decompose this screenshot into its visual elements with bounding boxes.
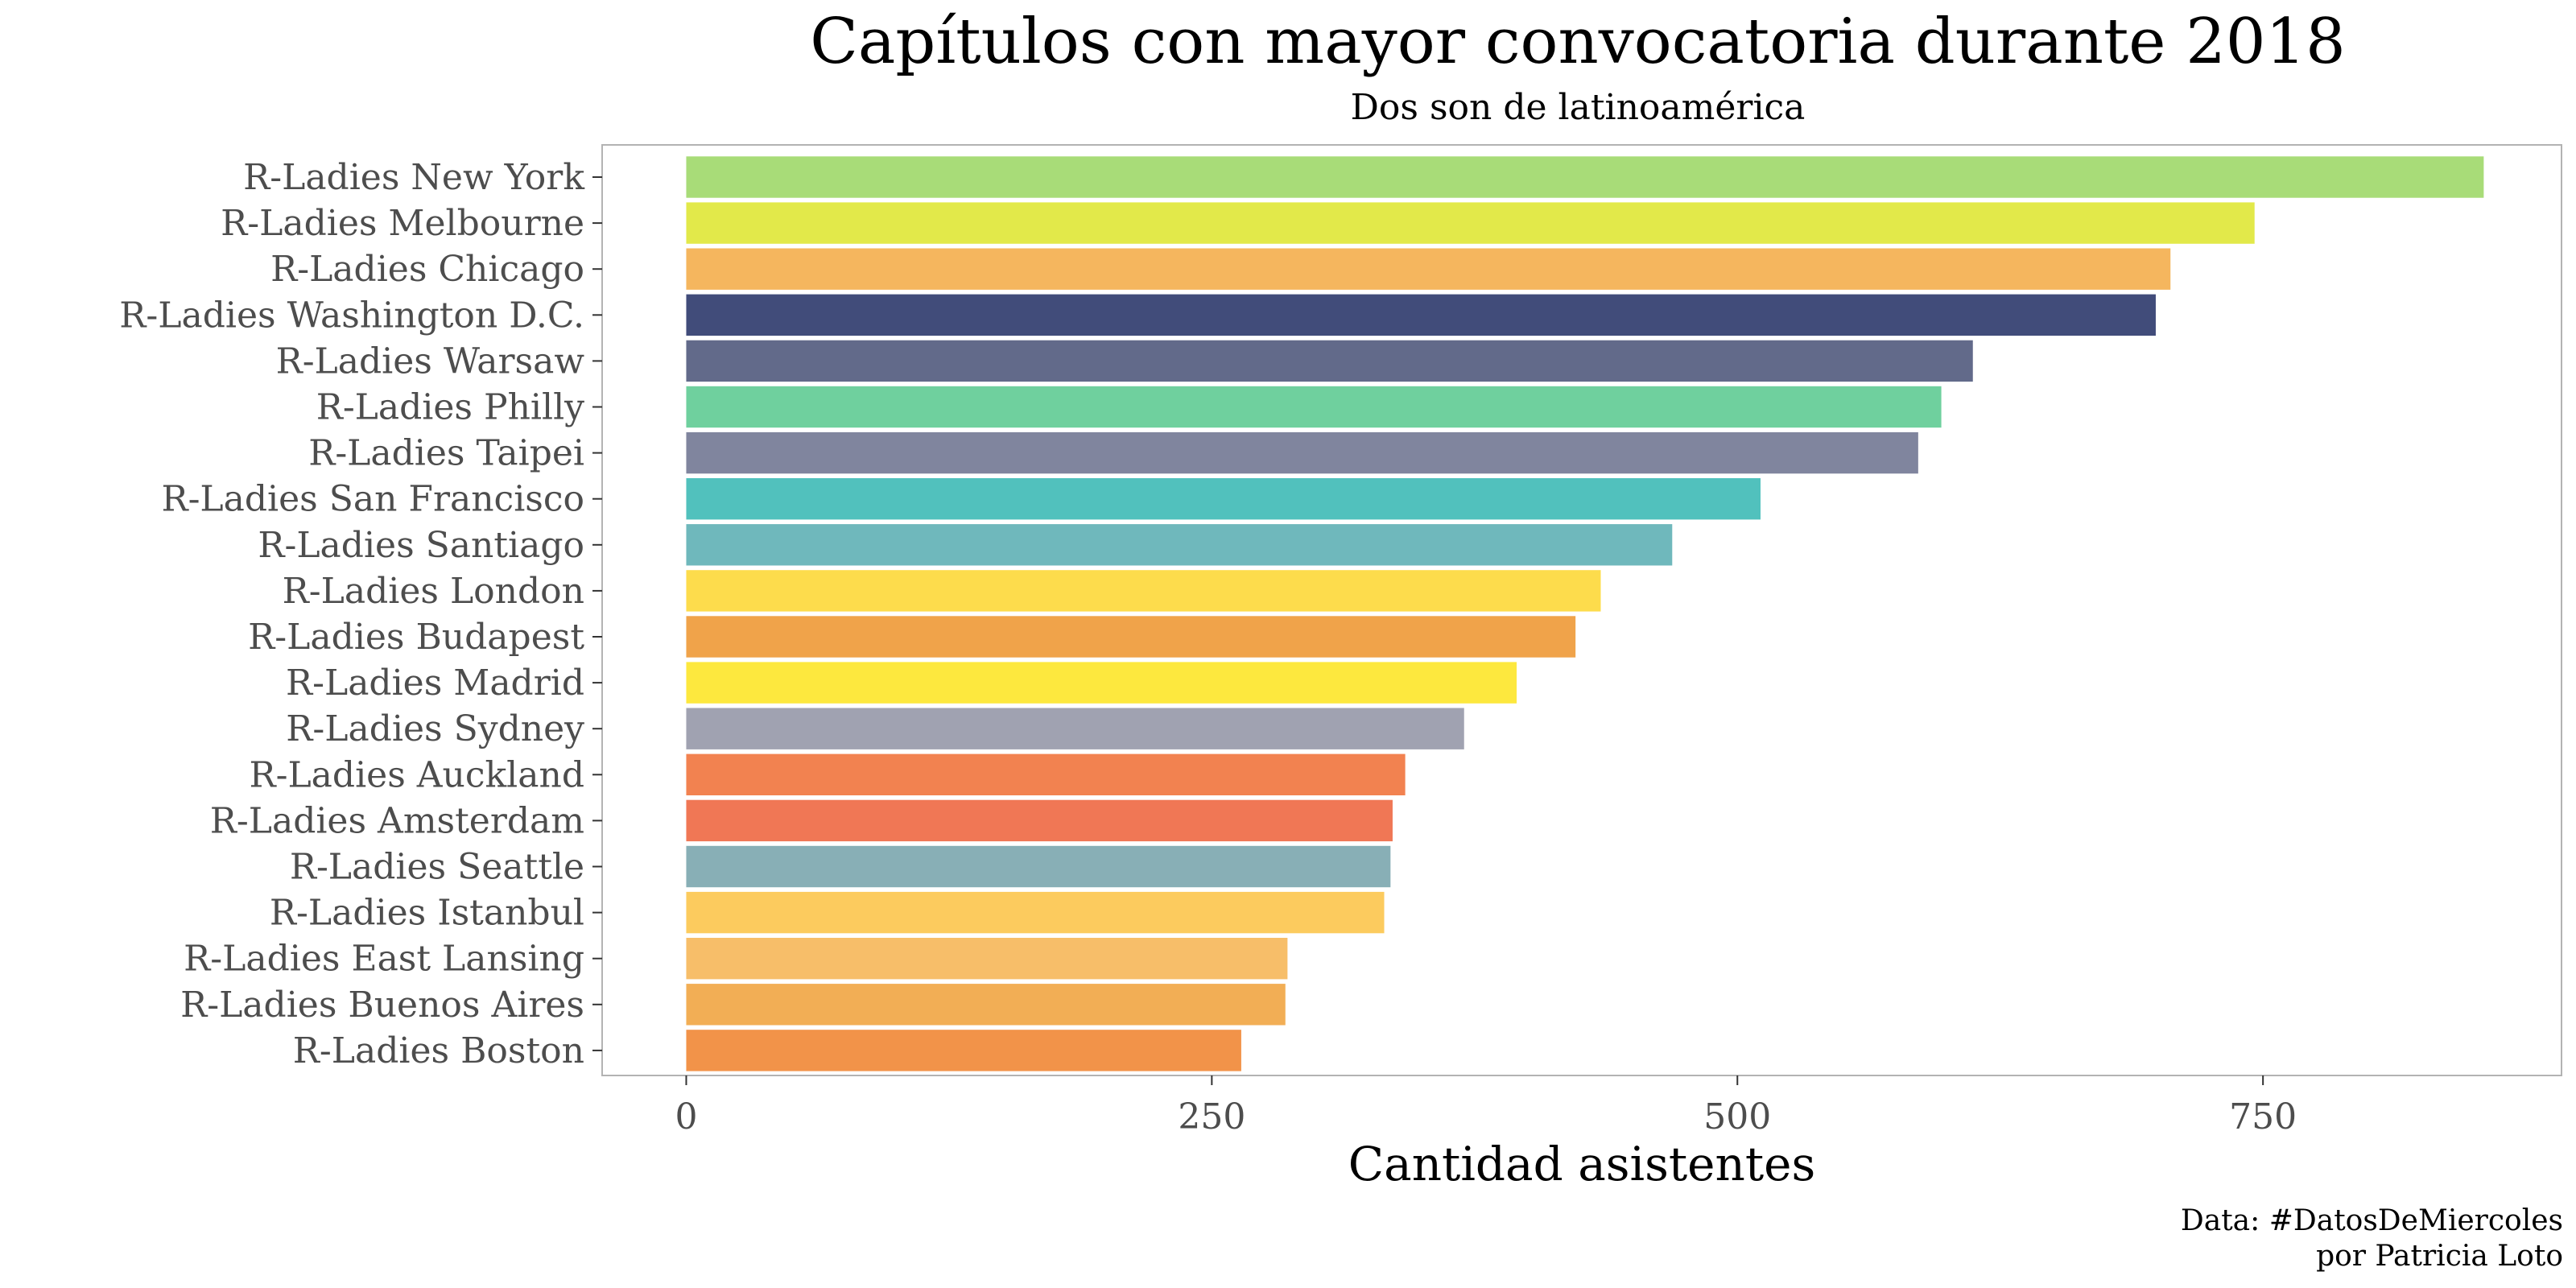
bar-r-ladies-london <box>686 570 1601 612</box>
bar-r-ladies-auckland <box>686 753 1406 795</box>
category-label: R-Ladies Washington D.C. <box>119 295 584 336</box>
bar-r-ladies-madrid <box>686 662 1517 704</box>
bar-r-ladies-chicago <box>686 248 2171 290</box>
bar-r-ladies-new-york <box>686 156 2484 198</box>
bar-r-ladies-istanbul <box>686 891 1385 934</box>
category-label: R-Ladies Budapest <box>248 617 584 658</box>
category-label: R-Ladies Amsterdam <box>210 800 584 841</box>
category-label: R-Ladies Seattle <box>290 847 584 888</box>
bar-r-ladies-seattle <box>686 845 1391 888</box>
category-label: R-Ladies Philly <box>316 387 584 428</box>
bar-r-ladies-boston <box>686 1030 1241 1071</box>
x-tick-label: 750 <box>2229 1096 2297 1137</box>
category-label: R-Ladies East Lansing <box>184 939 584 980</box>
category-label: R-Ladies New York <box>243 157 584 198</box>
category-label: R-Ladies Chicago <box>270 249 584 290</box>
caption-source: Data: #DatosDeMiercoles <box>2181 1204 2563 1237</box>
bar-r-ladies-san-francisco <box>686 478 1761 520</box>
bar-r-ladies-taipei <box>686 431 1918 474</box>
bars-group <box>686 156 2484 1071</box>
bar-r-ladies-sydney <box>686 708 1464 749</box>
category-label: R-Ladies Taipei <box>308 433 584 474</box>
caption-author: por Patricia Loto <box>2316 1240 2563 1273</box>
chart-title: Capítulos con mayor convocatoria durante… <box>810 6 2346 78</box>
bar-r-ladies-budapest <box>686 616 1576 658</box>
category-label: R-Ladies Boston <box>293 1030 584 1071</box>
category-label: R-Ladies Sydney <box>286 708 584 749</box>
bar-r-ladies-warsaw <box>686 340 1973 382</box>
x-tick-label: 250 <box>1178 1096 1245 1137</box>
x-axis-ticks: 0 250 500 750 <box>675 1075 2297 1137</box>
chart-subtitle: Dos son de latinoamérica <box>1351 87 1806 128</box>
bar-r-ladies-east-lansing <box>686 938 1288 980</box>
category-label: R-Ladies Melbourne <box>221 203 584 244</box>
category-label: R-Ladies London <box>283 571 584 612</box>
category-label: R-Ladies San Francisco <box>161 479 584 520</box>
x-tick-label: 500 <box>1703 1096 1771 1137</box>
bar-r-ladies-santiago <box>686 524 1673 566</box>
category-label: R-Ladies Warsaw <box>276 341 585 382</box>
x-axis-title: Cantidad asistentes <box>1348 1137 1815 1191</box>
category-label: R-Ladies Santiago <box>258 525 584 566</box>
category-label: R-Ladies Auckland <box>249 754 584 795</box>
bar-r-ladies-washington-d-c <box>686 294 2156 336</box>
category-label: R-Ladies Madrid <box>286 663 584 704</box>
category-label: R-Ladies Istanbul <box>270 893 584 934</box>
bar-r-ladies-amsterdam <box>686 799 1393 842</box>
category-label: R-Ladies Buenos Aires <box>180 985 584 1026</box>
x-tick-label: 0 <box>675 1096 697 1137</box>
bar-r-ladies-buenos-aires <box>686 984 1286 1026</box>
bar-r-ladies-melbourne <box>686 202 2255 244</box>
category-labels: R-Ladies New York R-Ladies Melbourne R-Lad… <box>119 157 602 1071</box>
bar-r-ladies-philly <box>686 386 1942 428</box>
